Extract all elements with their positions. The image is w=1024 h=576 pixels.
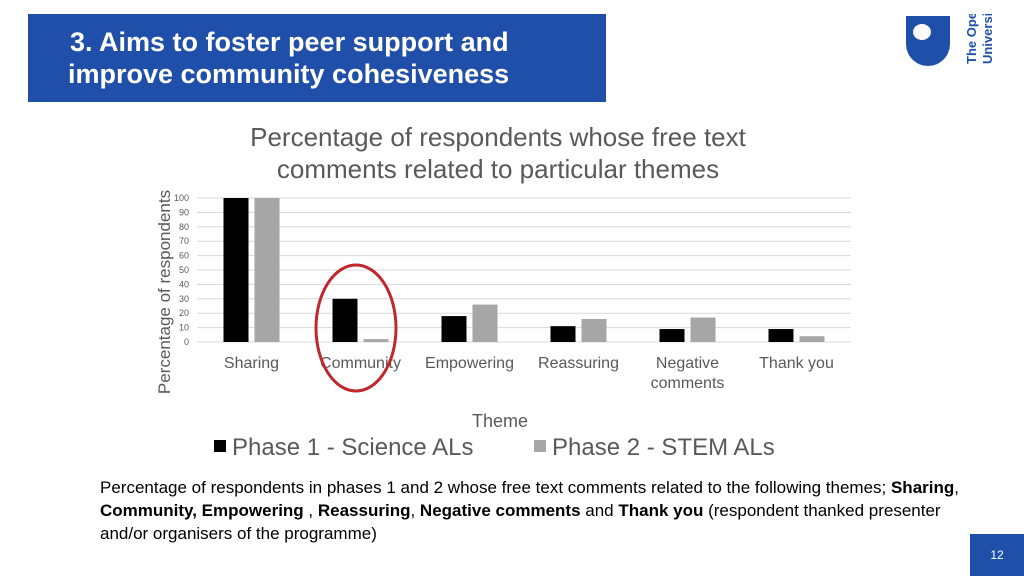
x-tick-labels: Sharing Community Empowering Reassuring Nega…	[224, 355, 834, 392]
caption-theme-negative: Negative comments	[419, 501, 581, 520]
caption-outro: (respondent thanked presenter and/or org…	[100, 501, 941, 543]
chart-title-line2: comments related to particular themes	[277, 154, 719, 184]
bar-2-negative	[690, 317, 716, 342]
slide-title: 3. Aims to foster peer support and impro…	[28, 14, 606, 102]
x-tick-label: Negative	[656, 355, 719, 372]
y-tick-label: 100	[174, 193, 189, 203]
caption-sep: ,	[954, 478, 959, 497]
bar-1-reassuring	[550, 326, 576, 342]
y-tick-label: 60	[179, 251, 189, 261]
bar-1-empowering	[441, 316, 467, 342]
bars	[223, 198, 825, 342]
chart-title-line1: Percentage of respondents whose free tex…	[250, 122, 747, 152]
bar-1-community	[332, 298, 358, 342]
bar-2-reassuring	[581, 318, 607, 342]
legend: Phase 1 - Science ALs Phase 2 - STEM ALs	[214, 434, 775, 461]
legend-label: Phase 1 - Science ALs	[232, 434, 473, 461]
caption-intro: Percentage of respondents in phases 1 an…	[100, 478, 891, 497]
bar-1-negative	[659, 329, 685, 342]
caption: Percentage of respondents in phases 1 an…	[100, 476, 980, 545]
logo-shield-dot	[913, 24, 931, 40]
slide-title-line2: improve community cohesiveness	[68, 59, 510, 89]
legend-label: Phase 2 - STEM ALs	[552, 434, 775, 461]
logo-text-line1: The Open	[964, 14, 979, 64]
bar-1-sharing	[223, 198, 249, 342]
bar-2-thank-you	[799, 336, 825, 342]
y-tick-label: 90	[179, 207, 189, 217]
x-axis-label: Theme	[472, 411, 528, 431]
y-tick-labels: 0 10 20 30 40 50 60 70 80 90 100	[174, 193, 189, 347]
x-tick-label: Community	[320, 355, 401, 372]
x-tick-label: Empowering	[425, 355, 514, 372]
bar-2-community	[363, 339, 389, 342]
y-axis-label: Percentage of respondents	[155, 190, 174, 394]
caption-theme-reassuring: Reassuring	[317, 501, 411, 520]
caption-sep: and	[580, 501, 619, 520]
caption-theme-sharing: Sharing	[890, 478, 955, 497]
legend-swatch	[214, 440, 226, 452]
gridlines	[197, 197, 851, 343]
caption-theme-community: Community, Empowering	[100, 501, 304, 520]
logo-text-line2: University	[980, 14, 995, 64]
community-highlight-circle	[314, 263, 398, 393]
y-tick-label: 80	[179, 222, 189, 232]
bar-1-thank-you	[768, 329, 794, 342]
slide-title-line1: 3. Aims to foster peer support and	[70, 27, 509, 57]
bar-2-empowering	[472, 304, 498, 342]
y-tick-label: 20	[179, 308, 189, 318]
y-tick-label: 0	[184, 337, 189, 347]
y-tick-label: 30	[179, 294, 189, 304]
y-tick-label: 10	[179, 323, 189, 333]
caption-sep: ,	[303, 501, 318, 520]
y-tick-label: 70	[179, 236, 189, 246]
bar-chart: Percentage of respondents whose free tex…	[155, 122, 851, 461]
y-tick-label: 50	[179, 265, 189, 275]
caption-sep: ,	[410, 501, 420, 520]
caption-theme-thank-you: Thank you	[618, 501, 704, 520]
page-number: 12	[970, 534, 1024, 576]
open-university-logo: The Open University	[906, 14, 995, 66]
y-tick-label: 40	[179, 279, 189, 289]
legend-swatch	[534, 440, 546, 452]
x-tick-label: Sharing	[224, 355, 279, 372]
bar-2-sharing	[254, 198, 280, 342]
x-tick-label: Reassuring	[538, 355, 619, 372]
x-tick-label: Thank you	[759, 355, 834, 372]
x-tick-label: comments	[651, 375, 725, 392]
